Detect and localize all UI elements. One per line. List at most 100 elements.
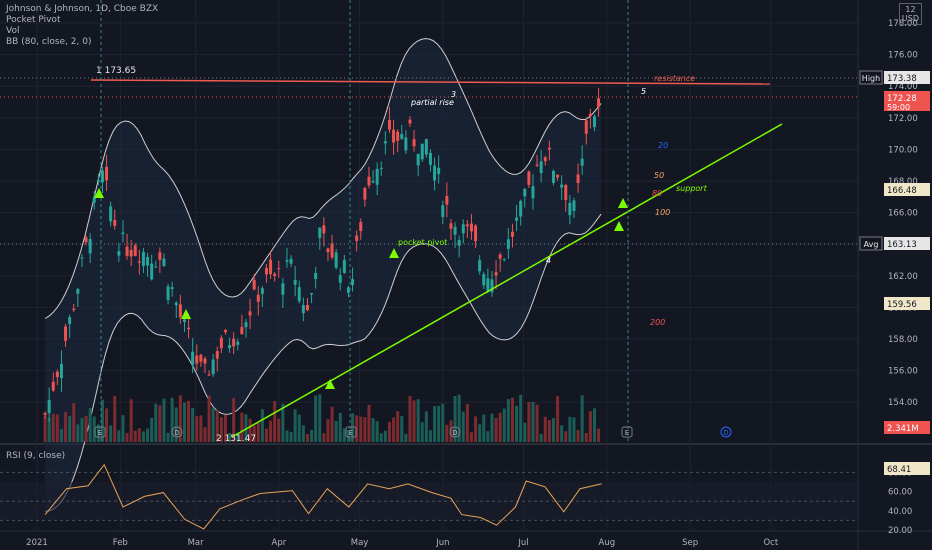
volume-bar: [117, 430, 121, 442]
study-volume[interactable]: Vol: [6, 26, 20, 36]
volume-bar: [355, 415, 359, 442]
study-bollinger[interactable]: BB (80, close, 2, 0): [6, 37, 92, 47]
candle-body: [178, 304, 182, 318]
volume-bar: [449, 420, 453, 442]
candle-body: [478, 260, 482, 272]
candle-body: [367, 176, 371, 186]
volume-bar: [154, 403, 158, 442]
price-tick-label: 174.00: [888, 82, 918, 92]
price-tag-countdown: 59:00: [887, 103, 910, 112]
support-label: support: [676, 184, 708, 193]
currency-badge[interactable]: 12 USD: [898, 3, 922, 25]
earnings-letter: E: [349, 429, 353, 437]
candle-body: [170, 287, 174, 290]
volume-bar: [531, 401, 535, 442]
candle-body: [457, 239, 461, 246]
price-tag-box: [884, 237, 930, 250]
volume-bar: [137, 428, 141, 442]
volume-bar: [109, 425, 113, 442]
time-tick-label: 2021: [26, 538, 48, 548]
price-tick-label: 172.00: [888, 114, 918, 124]
candle-body: [248, 311, 252, 316]
pocket-pivot-marker: [614, 221, 624, 231]
support-trendline: [231, 123, 783, 438]
rsi-tick-label: 60.00: [888, 488, 912, 498]
volume-bar: [240, 412, 244, 442]
candle-body: [465, 224, 469, 227]
volume-bar: [191, 407, 195, 442]
earnings-icon: [94, 426, 106, 438]
pocket-pivot-marker: [389, 248, 399, 258]
volume-bar: [560, 425, 564, 442]
volume-bar: [486, 431, 490, 442]
candle-body: [273, 273, 277, 276]
candle-body: [588, 113, 592, 117]
candle-body: [597, 98, 601, 107]
candle-body: [223, 330, 227, 333]
volume-bar: [408, 396, 412, 442]
volume-bar: [297, 414, 301, 442]
volume-bar: [597, 428, 601, 442]
partial-rise-num: 3: [451, 90, 456, 99]
price-tag-value: 159.56: [887, 300, 917, 310]
candle-body: [437, 167, 441, 175]
candle-body: [219, 337, 223, 349]
candle-body: [154, 266, 158, 268]
point-4-label: 4: [546, 256, 551, 265]
volume-bar: [232, 397, 236, 442]
ma-80-label: 80: [652, 189, 662, 198]
time-tick-label: Aug: [599, 538, 616, 548]
symbol-line[interactable]: Johnson & Johnson, 1D, Cboe BZX: [6, 4, 159, 14]
candle-body: [76, 289, 80, 294]
candle-body: [383, 141, 387, 144]
volume-bar: [433, 406, 437, 442]
volume-bar: [260, 409, 264, 442]
volume-bar: [580, 395, 584, 442]
rsi-tick-label: 20.00: [888, 526, 912, 536]
resistance-label: resistance: [654, 74, 695, 83]
candle-body: [449, 223, 453, 229]
price-tag-value: 166.48: [887, 186, 917, 196]
volume-bar: [346, 429, 350, 442]
price-tag-caption: High: [862, 74, 880, 83]
volume-bar: [59, 429, 63, 442]
earnings-letter: E: [98, 429, 102, 437]
time-tick-label: Feb: [113, 538, 128, 548]
volume-bar: [527, 402, 531, 442]
volume-bar: [228, 432, 232, 442]
volume-bar: [342, 428, 346, 442]
candle-body: [236, 341, 240, 345]
candle-body: [519, 200, 523, 217]
candle-body: [510, 231, 514, 237]
candle-body: [84, 237, 88, 243]
volume-bar: [269, 420, 273, 442]
candle-body: [301, 305, 305, 314]
candle-body: [498, 254, 502, 259]
candle-body: [535, 164, 539, 166]
volume-bar: [47, 417, 51, 442]
candle-body: [551, 170, 555, 183]
volume-bar: [416, 399, 420, 442]
volume-bar: [105, 408, 109, 442]
pocket-pivot-marker: [325, 379, 335, 389]
candle-body: [211, 359, 215, 375]
time-tick-label: Jul: [517, 538, 528, 548]
candle-body: [166, 286, 170, 301]
candle-body: [232, 338, 236, 347]
volume-bar: [404, 433, 408, 442]
volume-bar: [519, 394, 523, 442]
volume-bar: [92, 416, 96, 442]
pocket-pivot-marker: [181, 309, 191, 319]
candle-body: [314, 272, 318, 280]
price-tag-value: 172.28: [887, 94, 917, 104]
ma-200-label: 200: [650, 318, 665, 327]
candle-body: [281, 283, 285, 295]
volume-bar: [318, 394, 322, 442]
study-pocket-pivot[interactable]: Pocket Pivot: [6, 15, 61, 25]
volume-bar: [88, 408, 92, 442]
candle-body: [109, 206, 113, 222]
volume-bar: [207, 395, 211, 442]
candle-body: [412, 139, 416, 147]
high-marker-label: 1 173.65: [96, 66, 136, 76]
